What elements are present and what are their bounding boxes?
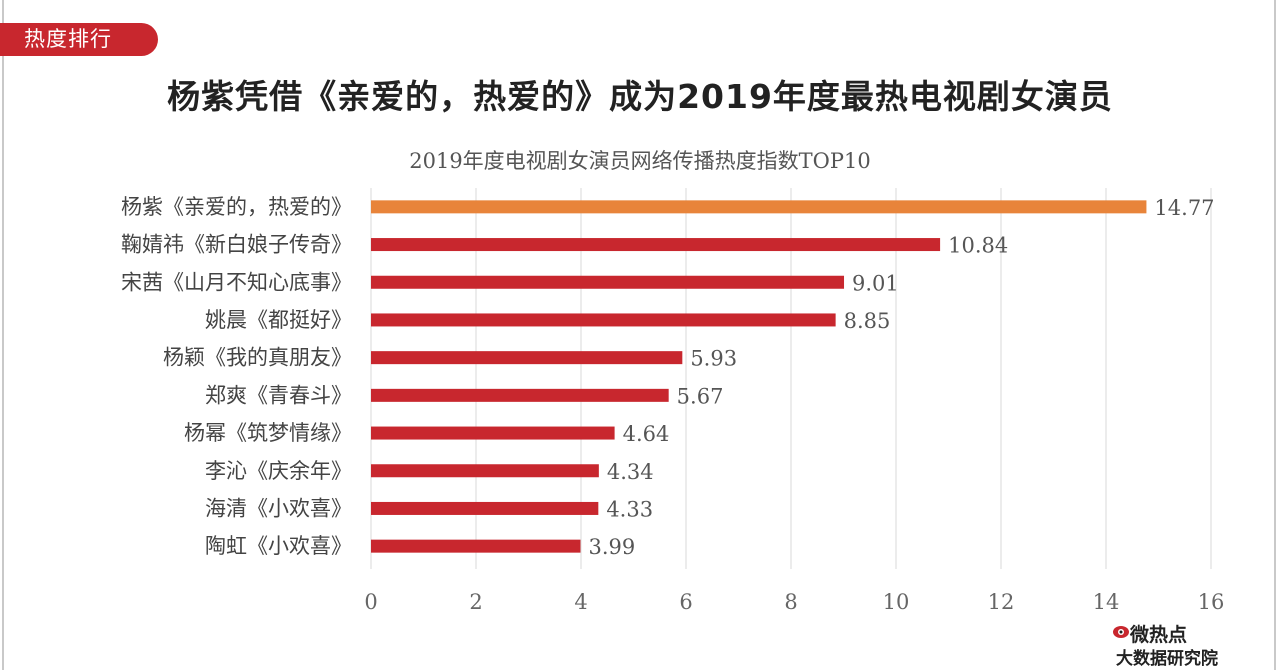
data-label: 10.84 — [948, 234, 1008, 258]
x-tick-label: 10 — [883, 590, 910, 614]
data-label: 4.64 — [623, 422, 670, 446]
bar — [371, 501, 599, 515]
x-tick-label: 8 — [784, 590, 797, 614]
chart-title: 2019年度电视剧女演员网络传播热度指数TOP10 — [409, 149, 871, 173]
category-label: 杨紫《亲爱的，热爱的》 — [121, 195, 352, 219]
weibo-eye-icon — [1113, 626, 1129, 638]
section-tag: 热度排行 — [0, 23, 158, 56]
logo-top-text: 微热点 — [1130, 624, 1188, 646]
data-label: 14.77 — [1154, 196, 1214, 220]
x-tick-label: 6 — [679, 590, 692, 614]
category-label: 鞠婧祎《新白娘子传奇》 — [121, 233, 352, 257]
bar — [371, 388, 669, 402]
category-label: 宋茜《山月不知心底事》 — [121, 270, 352, 294]
category-label: 海清《小欢喜》 — [205, 496, 352, 520]
x-tick-label: 2 — [469, 590, 482, 614]
brand-logo: 微热点 大数据研究院 — [1112, 618, 1242, 669]
data-label: 3.99 — [588, 535, 635, 559]
x-tick-label: 4 — [574, 590, 587, 614]
x-tick-label: 0 — [364, 590, 377, 614]
bar — [371, 464, 599, 478]
category-label: 杨颖《我的真朋友》 — [163, 346, 352, 370]
x-tick-label: 12 — [988, 590, 1015, 614]
x-tick-label: 14 — [1093, 590, 1120, 614]
bar — [371, 275, 845, 289]
bar — [371, 539, 581, 553]
data-label: 4.33 — [606, 497, 653, 521]
category-label: 杨幂《筑梦情缘》 — [184, 421, 352, 445]
bar — [371, 426, 615, 440]
bar — [371, 200, 1147, 214]
data-label: 5.67 — [677, 384, 724, 408]
category-label: 李沁《庆余年》 — [205, 459, 352, 483]
data-label: 9.01 — [852, 271, 899, 295]
x-tick-label: 16 — [1198, 590, 1225, 614]
data-label: 5.93 — [690, 347, 737, 371]
category-label: 姚晨《都挺好》 — [205, 308, 352, 332]
logo-bottom-text: 大数据研究院 — [1116, 649, 1218, 669]
data-label: 8.85 — [844, 309, 891, 333]
category-label: 郑爽《青春斗》 — [205, 383, 352, 407]
category-label: 陶虹《小欢喜》 — [205, 534, 352, 558]
bar — [371, 238, 941, 252]
data-label: 4.34 — [607, 460, 654, 484]
bar — [371, 351, 683, 365]
page-title: 杨紫凭借《亲爱的，热爱的》成为2019年度最热电视剧女演员 — [167, 77, 1113, 116]
bar — [371, 313, 836, 327]
